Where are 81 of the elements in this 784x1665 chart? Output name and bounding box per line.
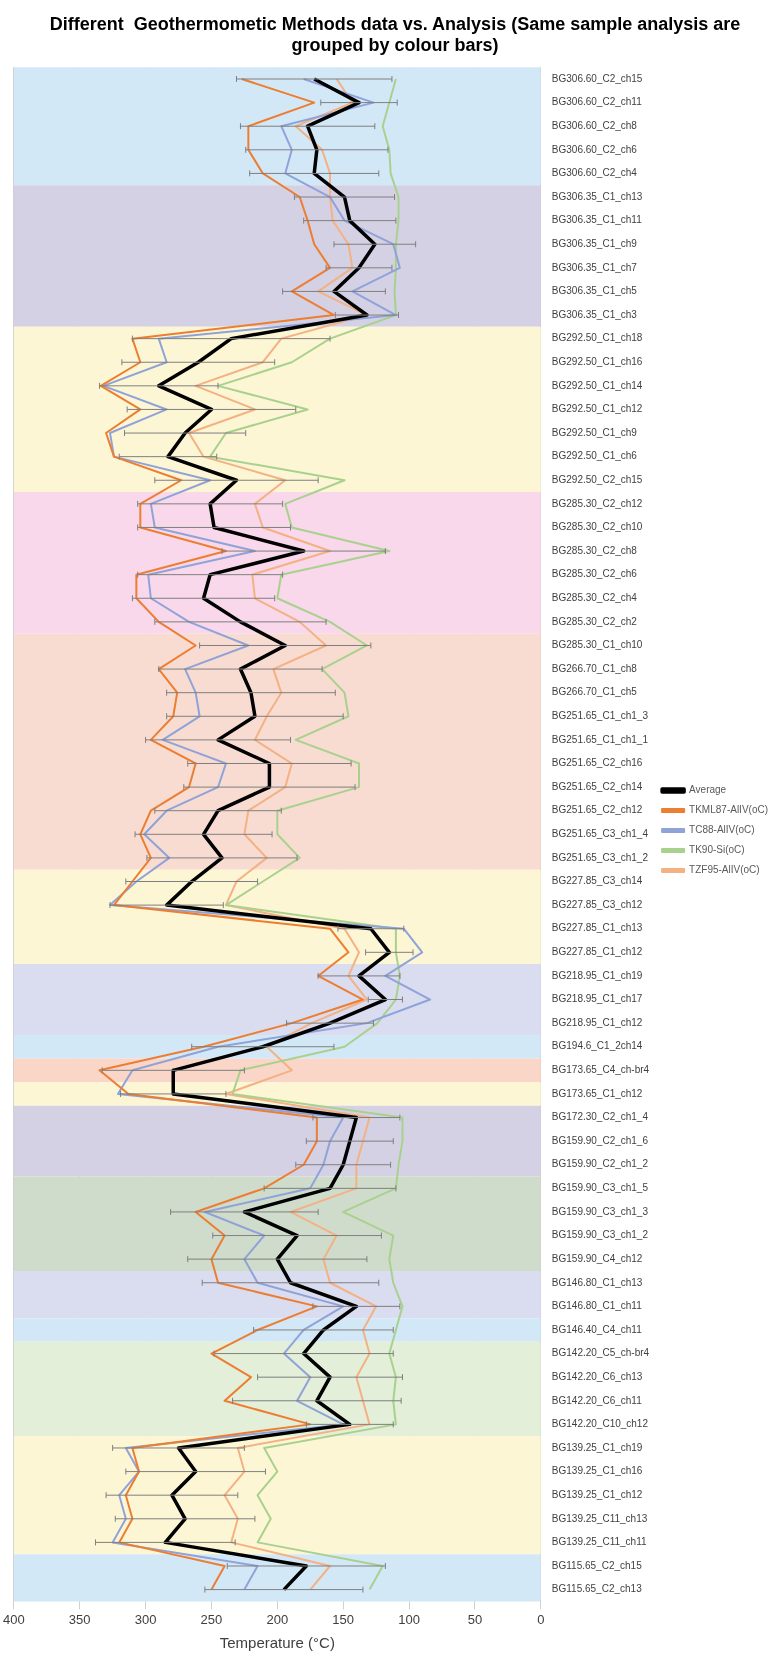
y-tick-label: BG306.60_C2_ch15	[551, 72, 643, 84]
y-tick-label: BG142.20_C5_ch-br4	[551, 1347, 650, 1359]
y-tick-label: BG159.90_C2_ch1_2	[551, 1158, 649, 1170]
legend-label: Average	[689, 784, 727, 796]
y-tick-label: BG142.20_C6_ch11	[551, 1394, 643, 1406]
legend-label: TKML87-AlIV(oC)	[689, 804, 768, 816]
y-tick-label: BG227.85_C3_ch12	[551, 898, 643, 910]
y-tick-label: BG173.65_C1_ch12	[551, 1087, 643, 1099]
x-tick-label: 50	[467, 1611, 483, 1627]
y-tick-label: BG285.30_C1_ch10	[551, 639, 643, 651]
chart-title: Different Geothermometic Methods data vs. Analysis (Same sample analysis are grouped by colour bars)	[49, 13, 741, 56]
y-tick-label: BG292.50_C2_ch15	[551, 474, 643, 485]
y-tick-label: BG172.30_C2_ch1_4	[551, 1111, 649, 1123]
y-tick-label: BG251.65_C3_ch1_4	[551, 828, 649, 840]
y-tick-label: BG173.65_C4_ch-br4	[551, 1064, 650, 1076]
y-tick-label: BG285.30_C2_ch2	[551, 615, 638, 627]
y-tick-label: BG306.60_C2_ch4	[551, 167, 638, 179]
y-tick-label: BG285.30_C2_ch4	[551, 592, 638, 604]
y-tick-label: BG306.35_C1_ch13	[551, 190, 643, 202]
y-tick-label: BG115.65_C2_ch15	[551, 1559, 643, 1571]
y-tick-label: BG292.50_C1_ch14	[551, 379, 643, 391]
y-tick-label: BG285.30_C2_ch8	[551, 544, 638, 556]
y-tick-label: BG159.90_C3_ch1_3	[551, 1205, 649, 1217]
y-tick-label: BG251.65_C2_ch12	[551, 804, 643, 816]
x-tick-label: 200	[266, 1611, 289, 1627]
legend-label: TK90-Si(oC)	[689, 844, 745, 856]
y-tick-label: BG139.25_C11_ch13	[551, 1512, 648, 1524]
x-tick-label: 400	[2, 1611, 25, 1627]
x-tick-label: 300	[134, 1611, 157, 1627]
y-tick-label: BG292.50_C1_ch6	[551, 450, 638, 462]
y-tick-label: BG218.95_C1_ch17	[551, 993, 643, 1005]
y-tick-label: BG146.80_C1_ch13	[551, 1276, 643, 1288]
y-tick-label: BG306.35_C1_ch5	[551, 285, 638, 297]
y-tick-label: BG306.60_C2_ch8	[551, 119, 638, 131]
x-axis-title: Temperature (°C)	[219, 1634, 335, 1652]
x-tick-label: 0	[537, 1611, 545, 1627]
y-tick-label: BG306.60_C2_ch11	[551, 96, 643, 108]
y-tick-label: BG115.65_C2_ch13	[551, 1583, 643, 1595]
y-tick-label: BG146.40_C4_ch11	[551, 1323, 643, 1335]
y-tick-label: BG251.65_C1_ch1_3	[551, 710, 649, 722]
y-tick-label: BG227.85_C1_ch13	[551, 922, 643, 934]
y-tick-label: BG251.65_C2_ch14	[551, 780, 643, 792]
y-tick-label: BG285.30_C2_ch12	[551, 497, 643, 509]
y-tick-label: BG142.20_C10_ch12	[551, 1418, 649, 1430]
legend-label: TZF95-AlIV(oC)	[689, 864, 760, 876]
y-tick-label: BG306.35_C1_ch7	[551, 261, 638, 273]
y-tick-label: BG139.25_C1_ch19	[551, 1441, 643, 1453]
y-tick-label: BG146.80_C1_ch11	[551, 1300, 643, 1312]
y-tick-label: BG227.85_C3_ch14	[551, 875, 643, 887]
y-tick-label: BG139.25_C1_ch16	[551, 1465, 643, 1477]
y-tick-label: BG306.35_C1_ch3	[551, 308, 638, 320]
y-tick-label: BG159.90_C3_ch1_5	[551, 1182, 649, 1194]
x-tick-label: 250	[200, 1611, 223, 1627]
y-tick-label: BG292.50_C1_ch16	[551, 355, 643, 367]
y-tick-label: BG306.35_C1_ch11	[551, 214, 643, 226]
y-tick-label: BG292.50_C1_ch18	[551, 332, 643, 344]
y-tick-label: BG266.70_C1_ch5	[551, 686, 638, 698]
y-tick-label: BG306.60_C2_ch6	[551, 143, 638, 155]
y-tick-label: BG285.30_C2_ch10	[551, 521, 643, 533]
y-tick-label: BG218.95_C1_ch19	[551, 969, 643, 981]
x-tick-label: 100	[398, 1611, 420, 1627]
y-tick-label: BG139.25_C1_ch12	[551, 1488, 643, 1500]
y-tick-label: BG285.30_C2_ch6	[551, 568, 638, 580]
y-tick-label: BG194.6_C1_2ch14	[551, 1040, 643, 1052]
y-tick-label: BG227.85_C1_ch12	[551, 946, 643, 958]
y-tick-label: BG251.65_C2_ch16	[551, 757, 643, 769]
y-tick-label: BG292.50_C1_ch12	[551, 403, 643, 415]
y-tick-label: BG159.90_C4_ch12	[551, 1252, 643, 1264]
x-tick-label: 150	[332, 1611, 355, 1627]
y-tick-label: BG251.65_C1_ch1_1	[551, 733, 649, 745]
y-tick-label: BG159.90_C2_ch1_6	[551, 1134, 649, 1146]
y-tick-label: BG251.65_C3_ch1_2	[551, 851, 649, 863]
y-tick-label: BG218.95_C1_ch12	[551, 1016, 643, 1028]
y-tick-label: BG266.70_C1_ch8	[551, 662, 638, 674]
y-tick-label: BG159.90_C3_ch1_2	[551, 1229, 649, 1241]
y-tick-label: BG139.25_C11_ch11	[551, 1536, 647, 1548]
x-tick-label: 350	[68, 1611, 91, 1627]
y-tick-label: BG142.20_C6_ch13	[551, 1370, 643, 1382]
y-tick-label: BG292.50_C1_ch9	[551, 426, 638, 438]
y-tick-label: BG306.35_C1_ch9	[551, 237, 638, 249]
legend-label: TC88-AlIV(oC)	[689, 824, 755, 836]
